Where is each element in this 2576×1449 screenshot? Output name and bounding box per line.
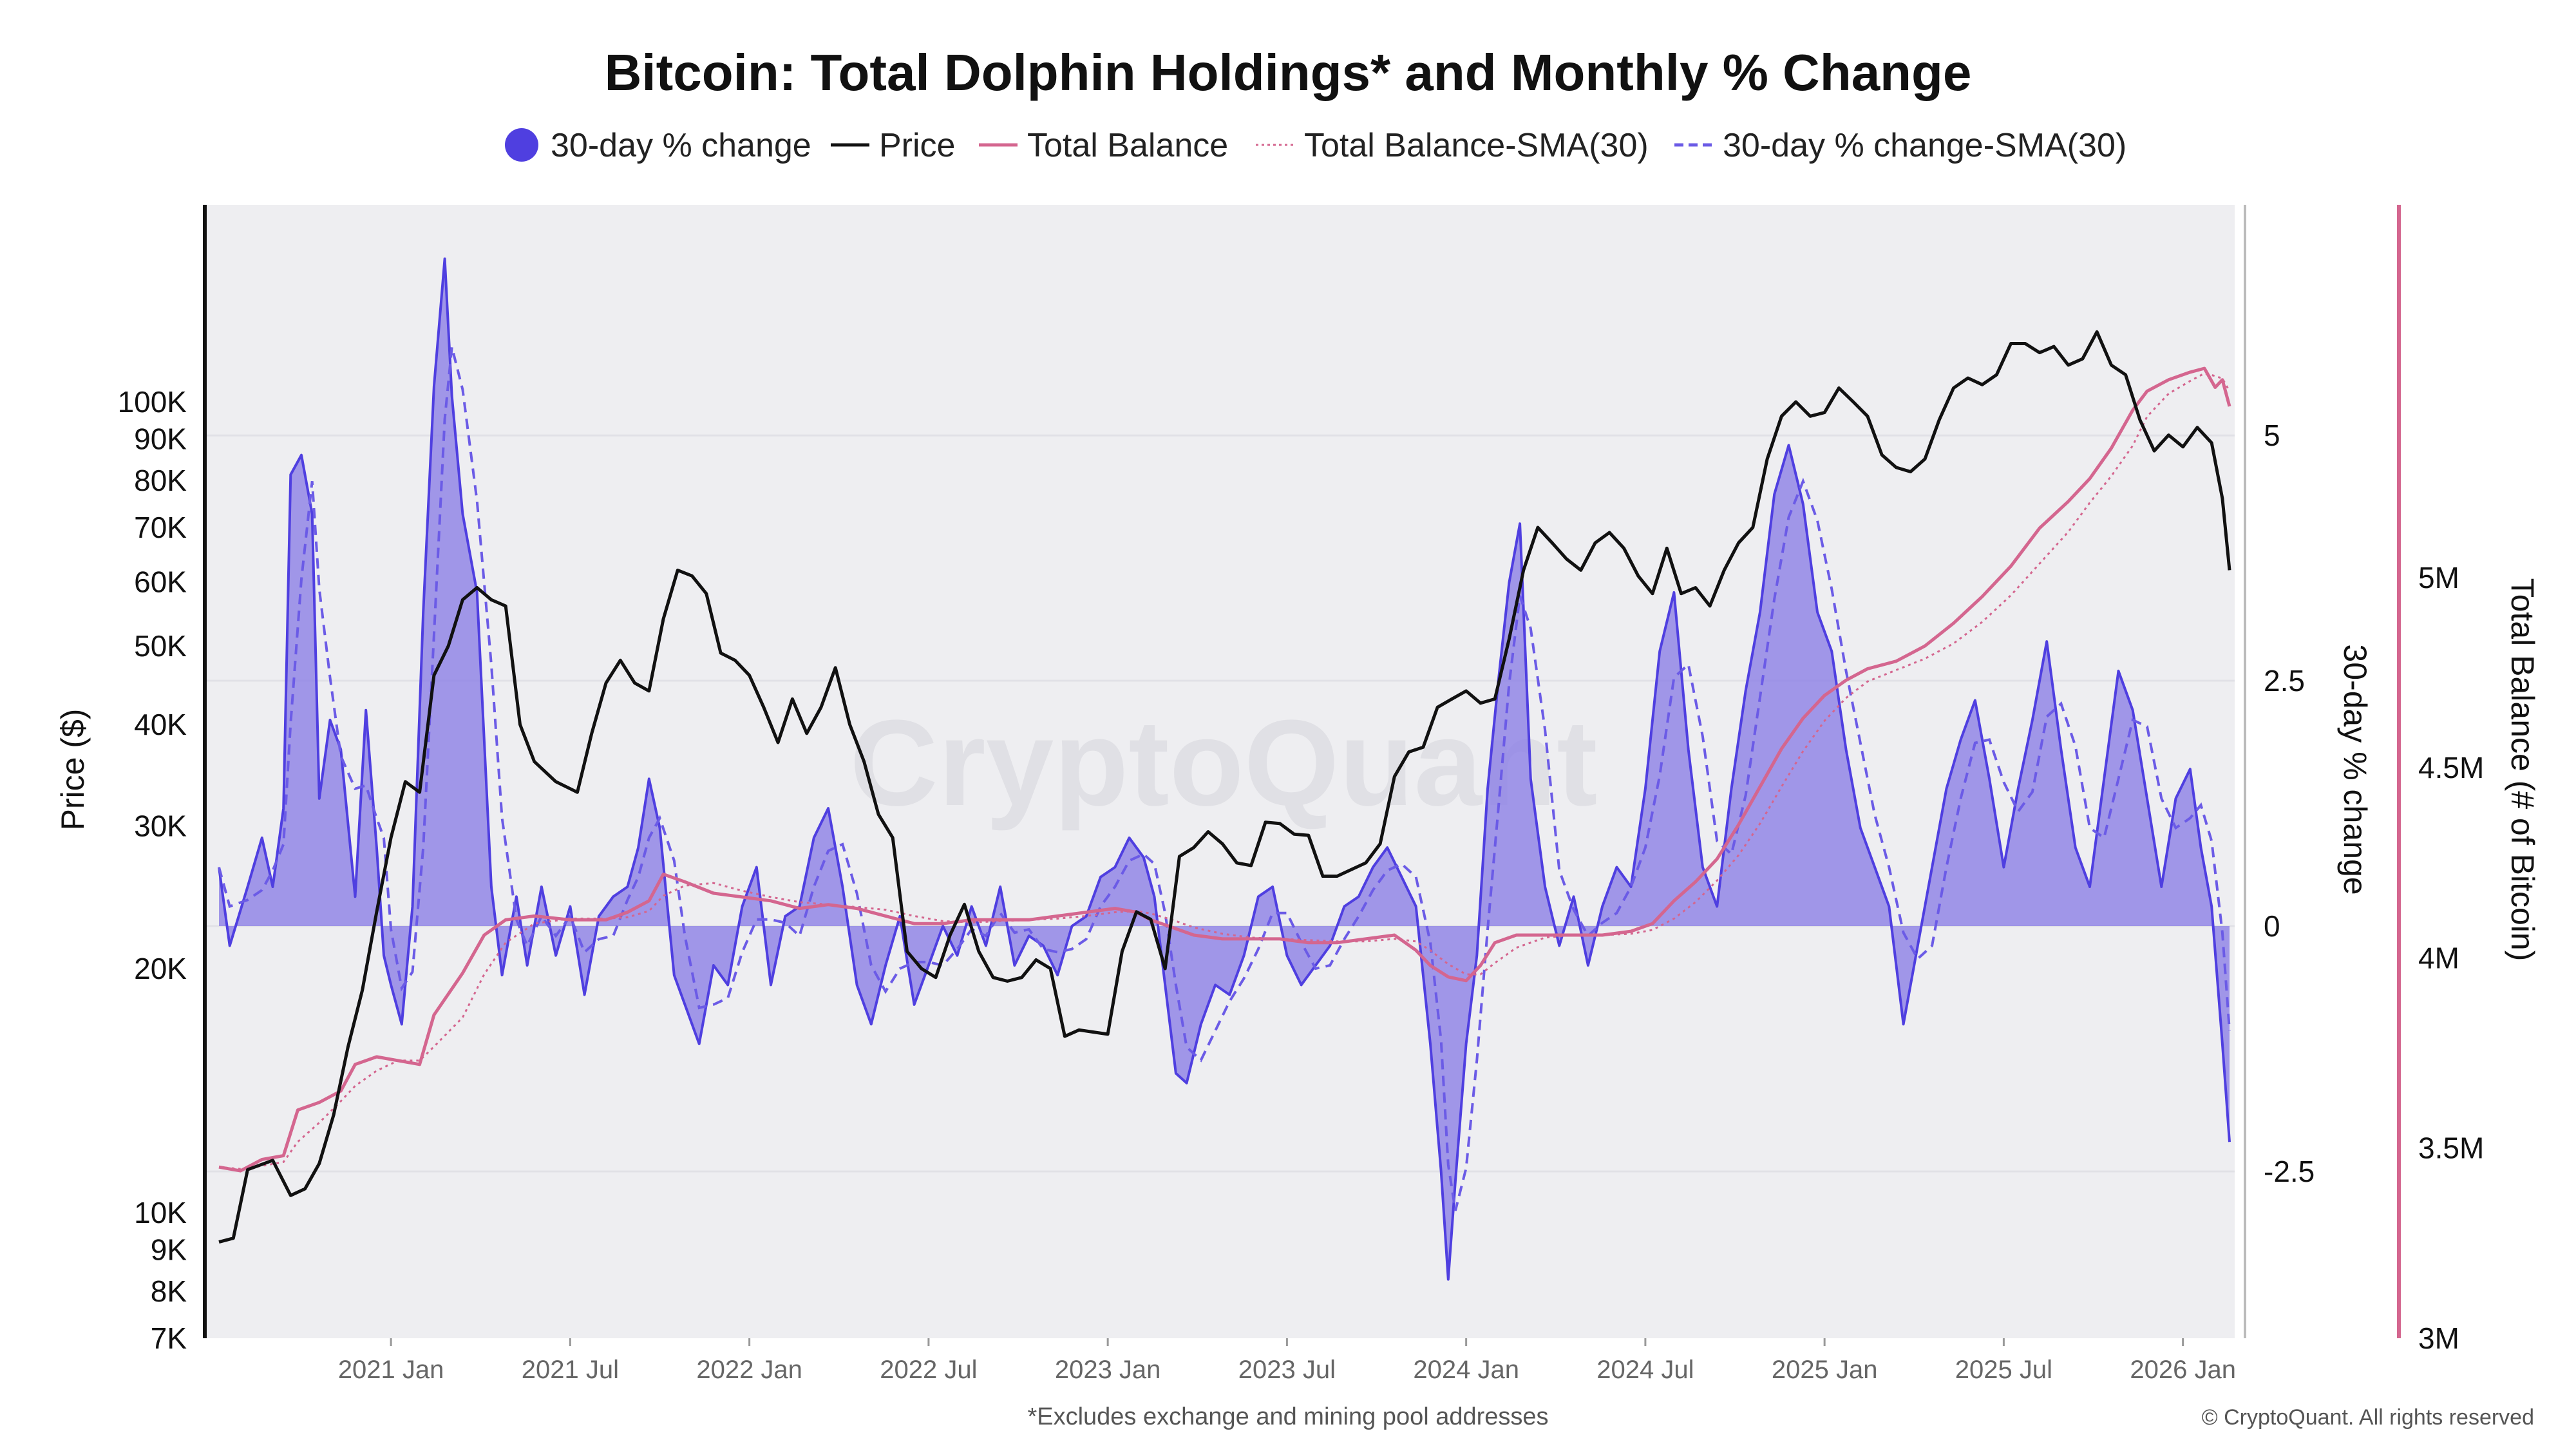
- chart-title: Bitcoin: Total Dolphin Holdings* and Mon…: [605, 44, 1972, 101]
- price-tick-label: 30K: [134, 809, 187, 842]
- copyright: © CryptoQuant. All rights reserved: [2202, 1405, 2534, 1430]
- legend-item[interactable]: Price: [831, 127, 955, 164]
- price-tick-label: 100K: [118, 385, 187, 419]
- price-tick-label: 60K: [134, 565, 187, 598]
- balance-axis-ticks: 3M 3.5M 4M 4.5M 5M: [2418, 561, 2484, 1355]
- series-lines-layer: [218, 257, 2231, 1281]
- price-line: [218, 330, 2231, 1244]
- price-tick-label: 50K: [134, 629, 187, 663]
- price-tick-label: 10K: [134, 1196, 187, 1229]
- pct-tick-label: -2.5: [2264, 1155, 2315, 1188]
- legend-label: Total Balance-SMA(30): [1304, 127, 1649, 164]
- pct-change-area: [219, 258, 2230, 1280]
- price-tick-label: 70K: [134, 511, 187, 544]
- price-tick-label: 90K: [134, 422, 187, 456]
- x-tick-label: 2025 Jan: [1772, 1356, 1878, 1384]
- total-balance-line: [218, 366, 2231, 1173]
- balance-tick-label: 4M: [2418, 941, 2459, 974]
- balance-tick-label: 5M: [2418, 561, 2459, 594]
- x-tick-label: 2023 Jul: [1238, 1356, 1336, 1384]
- legend-label: 30-day % change-SMA(30): [1723, 127, 2126, 164]
- x-tick-label: 2021 Jul: [522, 1356, 619, 1384]
- pct-tick-label: 5: [2264, 419, 2280, 452]
- x-tick-label: 2022 Jul: [880, 1356, 977, 1384]
- x-tick-label: 2026 Jan: [2130, 1356, 2236, 1384]
- price-tick-label: 7K: [151, 1321, 187, 1355]
- balance-tick-label: 4.5M: [2418, 751, 2484, 784]
- pct-tick-label: 2.5: [2264, 664, 2305, 697]
- x-axis-ticks: 2021 Jan 2021 Jul 2022 Jan 2022 Jul 2023 Jan…: [338, 1338, 2236, 1384]
- price-axis-title: Price ($): [55, 709, 91, 831]
- pct-tick-label: 0: [2264, 909, 2280, 943]
- legend-item[interactable]: 30-day % change: [505, 127, 811, 164]
- pct-change-sma-line: [218, 346, 2231, 1211]
- x-tick-label: 2024 Jan: [1413, 1356, 1519, 1384]
- x-tick-label: 2023 Jan: [1055, 1356, 1161, 1384]
- pct-change-area-layer: [219, 258, 2230, 1280]
- x-tick-label: 2021 Jan: [338, 1356, 444, 1384]
- legend-label: Total Balance: [1027, 127, 1228, 164]
- balance-axis-title: Total Balance (# of Bitcoin): [2505, 578, 2541, 961]
- x-tick-label: 2024 Jul: [1596, 1356, 1694, 1384]
- price-tick-label: 8K: [151, 1274, 187, 1308]
- footnote: *Excludes exchange and mining pool addre…: [1027, 1403, 1548, 1430]
- legend-label: 30-day % change: [551, 127, 811, 164]
- balance-tick-label: 3M: [2418, 1321, 2459, 1355]
- watermark: CryptoQuant: [849, 695, 1597, 831]
- balance-tick-label: 3.5M: [2418, 1132, 2484, 1165]
- legend[interactable]: 30-day % change Price Total Balance Total B…: [505, 127, 2126, 164]
- legend-label: Price: [879, 127, 955, 164]
- legend-swatch: [505, 128, 538, 162]
- price-tick-label: 20K: [134, 952, 187, 985]
- pct-axis-ticks: 5 2.5 0 -2.5: [2264, 419, 2315, 1188]
- legend-item[interactable]: 30-day % change-SMA(30): [1674, 127, 2126, 164]
- price-tick-label: 80K: [134, 464, 187, 497]
- x-tick-label: 2022 Jan: [696, 1356, 802, 1384]
- price-tick-label: 40K: [134, 708, 187, 741]
- pct-axis-title: 30-day % change: [2337, 644, 2373, 895]
- price-tick-label: 9K: [151, 1233, 187, 1267]
- legend-item[interactable]: Total Balance-SMA(30): [1256, 127, 1649, 164]
- x-tick-label: 2025 Jul: [1955, 1356, 2052, 1384]
- legend-item[interactable]: Total Balance: [979, 127, 1228, 164]
